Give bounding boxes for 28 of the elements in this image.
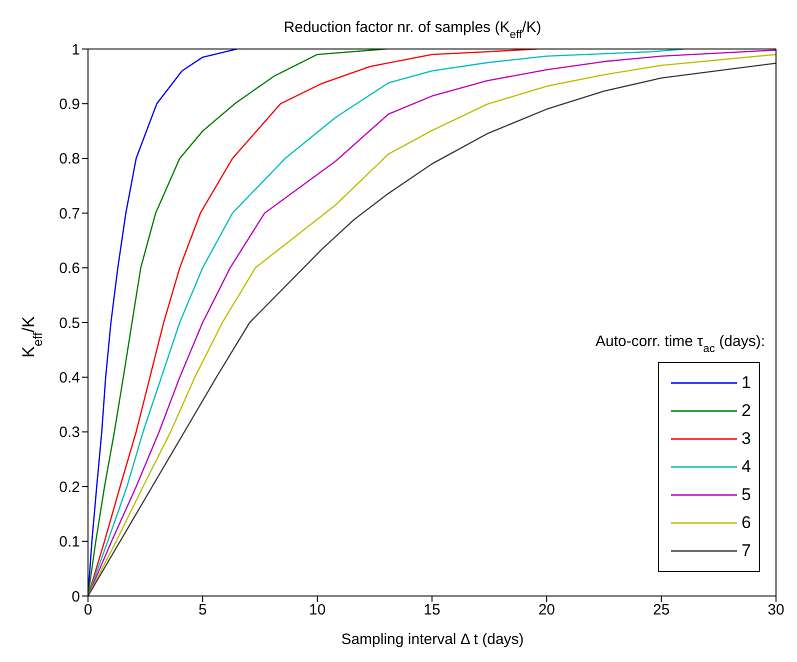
chart-title: Reduction factor nr. of samples (K$_{eff}$/K) bbox=[284, 19, 542, 41]
legend-label: 3 bbox=[742, 429, 751, 449]
y-tick-label: 1 bbox=[72, 41, 80, 58]
legend-label: 7 bbox=[742, 541, 751, 561]
y-tick-label: 0.7 bbox=[59, 205, 80, 222]
x-tick-label: 0 bbox=[84, 602, 92, 619]
legend-label: 1 bbox=[742, 373, 751, 393]
y-tick-label: 0.8 bbox=[59, 150, 80, 168]
y-tick-label: 0.6 bbox=[59, 260, 80, 278]
y-tick-label: 0 bbox=[72, 588, 80, 606]
x-tick-label: 5 bbox=[198, 602, 207, 619]
legend-label: 6 bbox=[742, 513, 751, 533]
y-tick-label: 0.5 bbox=[59, 314, 80, 332]
x-tick-label: 20 bbox=[538, 602, 556, 619]
y-tick-label: 0.2 bbox=[59, 478, 80, 496]
y-tick-label: 0.9 bbox=[59, 96, 80, 114]
x-tick-label: 30 bbox=[768, 602, 784, 619]
legend-label: 5 bbox=[742, 485, 751, 505]
y-tick-label: 0.3 bbox=[59, 424, 80, 442]
legend-label: 2 bbox=[742, 401, 751, 421]
legend-title: Auto-corr. time τ$_{ac}$ (days): bbox=[595, 333, 765, 355]
y-tick-label: 0.1 bbox=[59, 534, 80, 551]
x-tick-label: 25 bbox=[652, 602, 670, 619]
x-tick-label: 10 bbox=[308, 602, 326, 619]
legend-label: 4 bbox=[742, 457, 751, 477]
y-tick-label: 0.4 bbox=[59, 370, 80, 387]
x-axis-title: Sampling interval Δ t (days) bbox=[341, 631, 524, 648]
x-tick-label: 15 bbox=[424, 602, 440, 619]
